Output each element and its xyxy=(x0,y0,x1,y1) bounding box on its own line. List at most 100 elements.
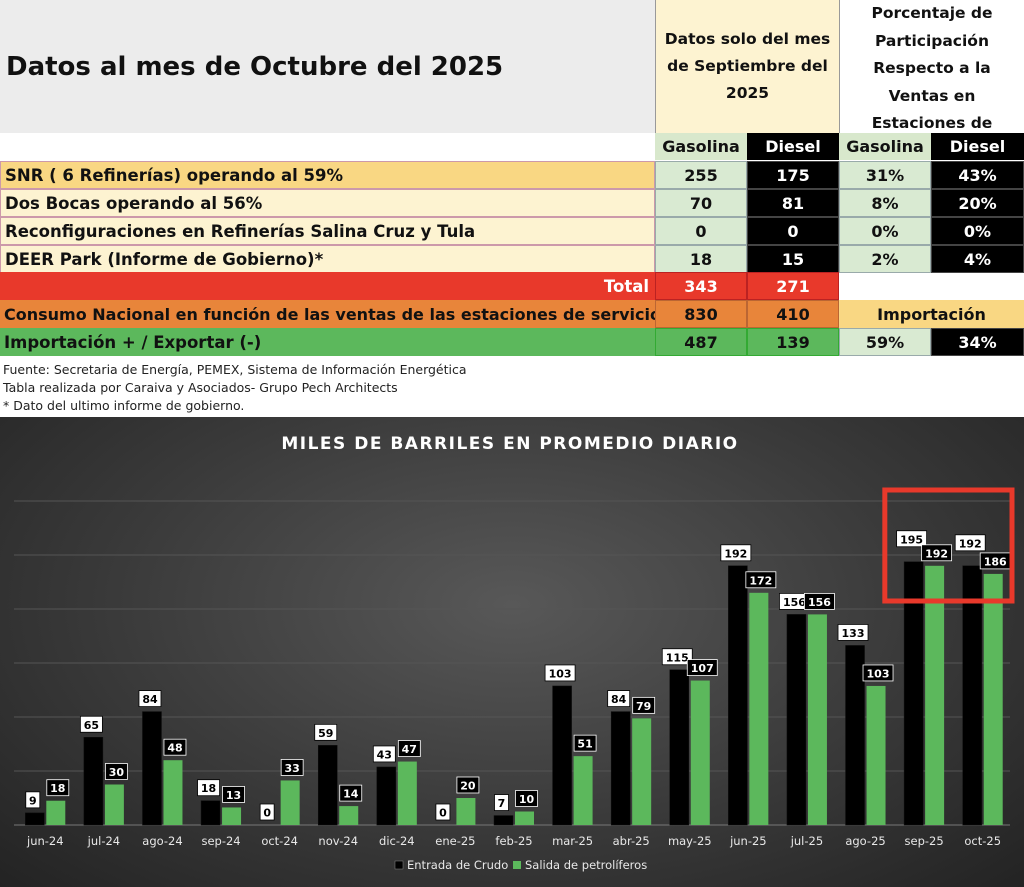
header-pct-line: Respecto a la xyxy=(873,59,991,77)
row-label: Dos Bocas operando al 56% xyxy=(0,189,655,217)
data-label-crudo: 59 xyxy=(314,723,338,741)
highlight-box xyxy=(882,487,1015,604)
x-tick-label: jul-25 xyxy=(790,834,823,848)
total-label: Total xyxy=(0,272,655,300)
row-label: DEER Park (Informe de Gobierno)* xyxy=(0,245,655,273)
row-diesel: 81 xyxy=(747,189,839,217)
chart-title: MILES DE BARRILES EN PROMEDIO DIARIO xyxy=(281,434,738,454)
importacion-diesel: 139 xyxy=(747,328,839,356)
data-label-petroliferos-text: 20 xyxy=(460,780,476,793)
bar-salida-petroliferos xyxy=(397,761,417,825)
bar-entrada-crudo xyxy=(493,815,514,826)
source-line: * Dato del ultimo informe de gobierno. xyxy=(3,398,245,413)
bar-entrada-crudo xyxy=(376,766,397,826)
x-tick-label: ago-25 xyxy=(845,834,885,848)
bar-salida-petroliferos xyxy=(515,811,534,825)
data-label-petroliferos-text: 51 xyxy=(577,738,592,751)
data-label-crudo: 103 xyxy=(544,664,576,682)
data-label-crudo: 43 xyxy=(372,745,396,763)
subheader-gasolina: Gasolina xyxy=(655,133,747,160)
data-label-petroliferos: 51 xyxy=(573,734,597,752)
x-tick-label: nov-24 xyxy=(318,834,358,848)
subheader-blank xyxy=(0,133,655,160)
data-label-crudo: 0 xyxy=(435,803,451,821)
bar-entrada-crudo xyxy=(25,812,45,826)
bar-salida-petroliferos xyxy=(690,680,710,825)
bar-salida-petroliferos xyxy=(280,780,300,825)
subheader-diesel: Diesel xyxy=(747,133,839,160)
data-label-petroliferos: 13 xyxy=(222,786,245,803)
data-label-crudo-text: 59 xyxy=(318,727,333,740)
data-label-petroliferos-box xyxy=(804,592,835,610)
bar-entrada-crudo xyxy=(786,614,807,826)
data-label-crudo-box xyxy=(720,544,752,562)
data-label-petroliferos: 47 xyxy=(397,740,421,757)
data-label-petroliferos-box xyxy=(745,571,777,589)
bar-salida-petroliferos xyxy=(46,800,66,825)
bar-salida-petroliferos xyxy=(632,718,652,825)
data-label-crudo-text: 9 xyxy=(29,794,37,807)
data-label-petroliferos-box xyxy=(222,786,245,803)
x-tick-label: dic-24 xyxy=(379,834,415,848)
data-label-crudo: 133 xyxy=(837,624,869,641)
row-gas-pct: 31% xyxy=(839,161,931,189)
row-label: Reconfiguraciones en Refinerías Salina C… xyxy=(0,217,655,245)
x-tick-label: feb-25 xyxy=(495,834,532,848)
bar-chart: MILES DE BARRILES EN PROMEDIO DIARIO 9 18 j… xyxy=(14,434,1015,872)
header-percentage: Porcentaje de Participación Respecto a l… xyxy=(839,0,1024,133)
importacion-diesel-pct: 34% xyxy=(931,328,1024,356)
data-label-crudo: 84 xyxy=(607,690,631,708)
bar-entrada-crudo xyxy=(552,685,572,826)
bar-entrada-crudo xyxy=(142,711,162,826)
data-label-crudo-text: 43 xyxy=(377,748,392,761)
x-tick-label: jun-25 xyxy=(729,834,767,848)
bar-salida-petroliferos xyxy=(163,760,183,825)
consumo-gas: 830 xyxy=(655,300,747,328)
data-label-petroliferos: 172 xyxy=(745,571,777,589)
data-label-petroliferos-text: 10 xyxy=(519,793,535,806)
data-label-crudo: 115 xyxy=(661,648,693,666)
data-label-petroliferos-text: 79 xyxy=(636,700,651,713)
chart-area: MILES DE BARRILES EN PROMEDIO DIARIO 9 18 j… xyxy=(0,417,1024,887)
data-label-crudo-text: 115 xyxy=(666,651,689,664)
bar-salida-petroliferos xyxy=(925,565,945,825)
data-label-petroliferos-box xyxy=(104,763,128,780)
subheader-gasolina-pct: Gasolina xyxy=(839,133,931,160)
importacion-gas: 487 xyxy=(655,328,747,356)
data-label-petroliferos: 156 xyxy=(804,592,835,610)
data-label-petroliferos-text: 18 xyxy=(50,782,65,795)
x-tick-label: mar-25 xyxy=(552,834,593,848)
row-diesel-pct: 0% xyxy=(931,217,1024,245)
data-label-crudo-box xyxy=(896,530,928,548)
row-diesel-pct: 4% xyxy=(931,245,1024,273)
total-diesel: 271 xyxy=(747,272,839,300)
source-line: Tabla realizada por Caraiva y Asociados-… xyxy=(3,380,398,395)
row-gas-pct: 2% xyxy=(839,245,931,273)
data-label-petroliferos: 18 xyxy=(46,779,70,797)
data-label-petroliferos-box xyxy=(163,738,187,756)
data-label-crudo-box xyxy=(435,803,451,821)
x-tick-label: oct-25 xyxy=(964,834,1001,848)
bar-entrada-crudo xyxy=(610,711,631,826)
data-label-crudo-box xyxy=(661,648,693,666)
data-label-crudo-text: 65 xyxy=(84,719,99,732)
data-label-crudo: 192 xyxy=(954,534,986,552)
row-diesel: 15 xyxy=(747,245,839,273)
data-label-petroliferos: 107 xyxy=(686,659,718,676)
x-tick-label: jul-24 xyxy=(87,834,120,848)
bar-entrada-crudo xyxy=(669,669,690,826)
data-label-crudo-box xyxy=(314,723,338,741)
bar-salida-petroliferos xyxy=(456,798,476,825)
data-label-petroliferos-box xyxy=(515,790,538,807)
data-label-crudo: 9 xyxy=(25,791,41,809)
bar-entrada-crudo xyxy=(317,745,338,826)
source-line: Fuente: Secretaria de Energía, PEMEX, Si… xyxy=(3,362,467,377)
data-label-crudo: 18 xyxy=(197,779,220,797)
data-label-crudo-text: 192 xyxy=(724,547,747,560)
importacion-note: Importación xyxy=(839,300,1024,328)
bar-entrada-crudo xyxy=(83,737,104,826)
data-label-crudo-text: 84 xyxy=(611,693,627,706)
row-gas-pct: 0% xyxy=(839,217,931,245)
x-tick-label: sep-24 xyxy=(201,834,240,848)
data-label-crudo-text: 133 xyxy=(842,627,865,640)
